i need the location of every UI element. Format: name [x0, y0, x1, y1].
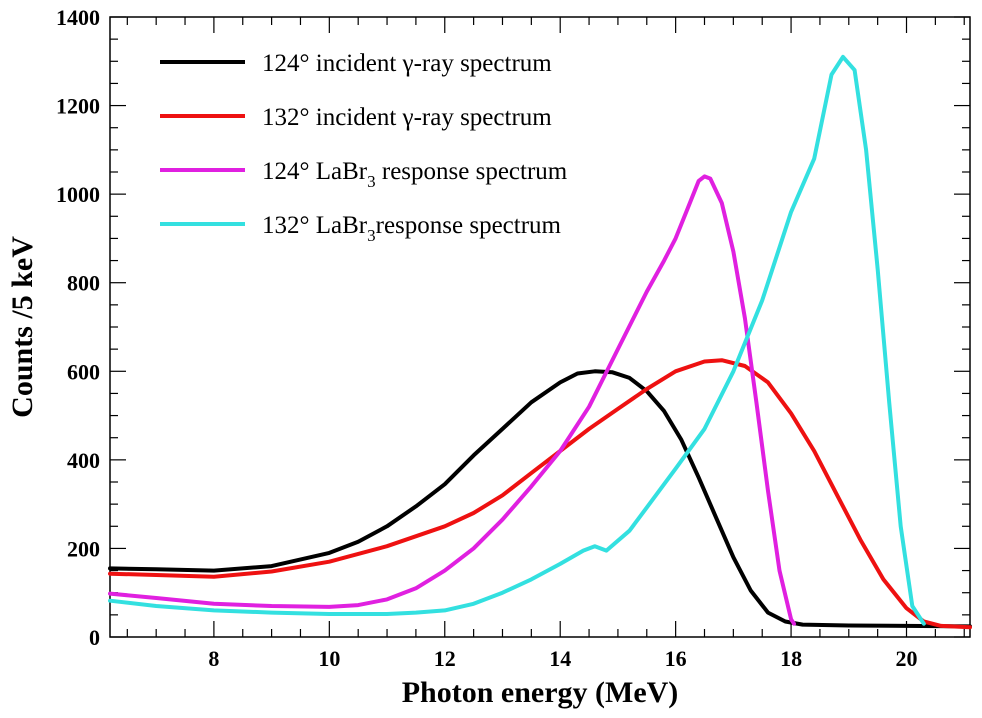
y-tick-label: 400	[67, 448, 100, 473]
series-line-3	[108, 174, 796, 626]
y-tick-label: 800	[67, 271, 100, 296]
series-line-4	[108, 54, 926, 626]
y-tick-label: 600	[67, 359, 100, 384]
y-axis-title: Counts /5 keV	[6, 236, 39, 418]
series-line-2	[108, 358, 972, 630]
x-tick-label: 10	[318, 646, 340, 671]
y-tick-label: 0	[89, 625, 100, 650]
series-line-1	[108, 369, 972, 629]
x-tick-label: 8	[208, 646, 219, 671]
legend-text-subscript: 3	[367, 172, 376, 191]
legend-text-rest: response spectrum	[376, 212, 562, 239]
legend-text-subscript: 3	[367, 226, 376, 245]
y-tick-label: 200	[67, 536, 100, 561]
axis-ticks	[110, 16, 970, 638]
x-tick-label: 18	[780, 646, 802, 671]
series-lines	[108, 54, 972, 630]
y-tick-label: 1200	[56, 94, 100, 119]
legend: 124° incident γ-ray spectrum 132° inciden…	[160, 50, 568, 245]
legend-label-4: 132° LaBr3response spectrum	[262, 212, 562, 245]
legend-label-2: 132° incident γ-ray spectrum	[262, 104, 552, 131]
x-tick-label: 14	[549, 646, 571, 671]
legend-text-main: 124° incident γ-ray spectrum	[262, 50, 552, 77]
x-tick-label: 16	[665, 646, 687, 671]
legend-text-rest: response spectrum	[376, 158, 568, 185]
legend-text-main: 132° LaBr	[262, 212, 368, 239]
y-tick-label: 1400	[56, 5, 100, 30]
x-axis-title: Photon energy (MeV)	[402, 676, 679, 709]
legend-text-main: 132° incident γ-ray spectrum	[262, 104, 552, 131]
legend-text-main: 124° LaBr	[262, 158, 368, 185]
axis-tick-labels: 0 200 400 600 800 1000 1200 1400 8 10 12 14 16 18 20	[56, 5, 918, 671]
x-tick-label: 12	[434, 646, 456, 671]
y-tick-label: 1000	[56, 182, 100, 207]
x-tick-label: 20	[896, 646, 918, 671]
legend-label-3: 124° LaBr3 response spectrum	[262, 158, 568, 191]
legend-label-1: 124° incident γ-ray spectrum	[262, 50, 552, 77]
